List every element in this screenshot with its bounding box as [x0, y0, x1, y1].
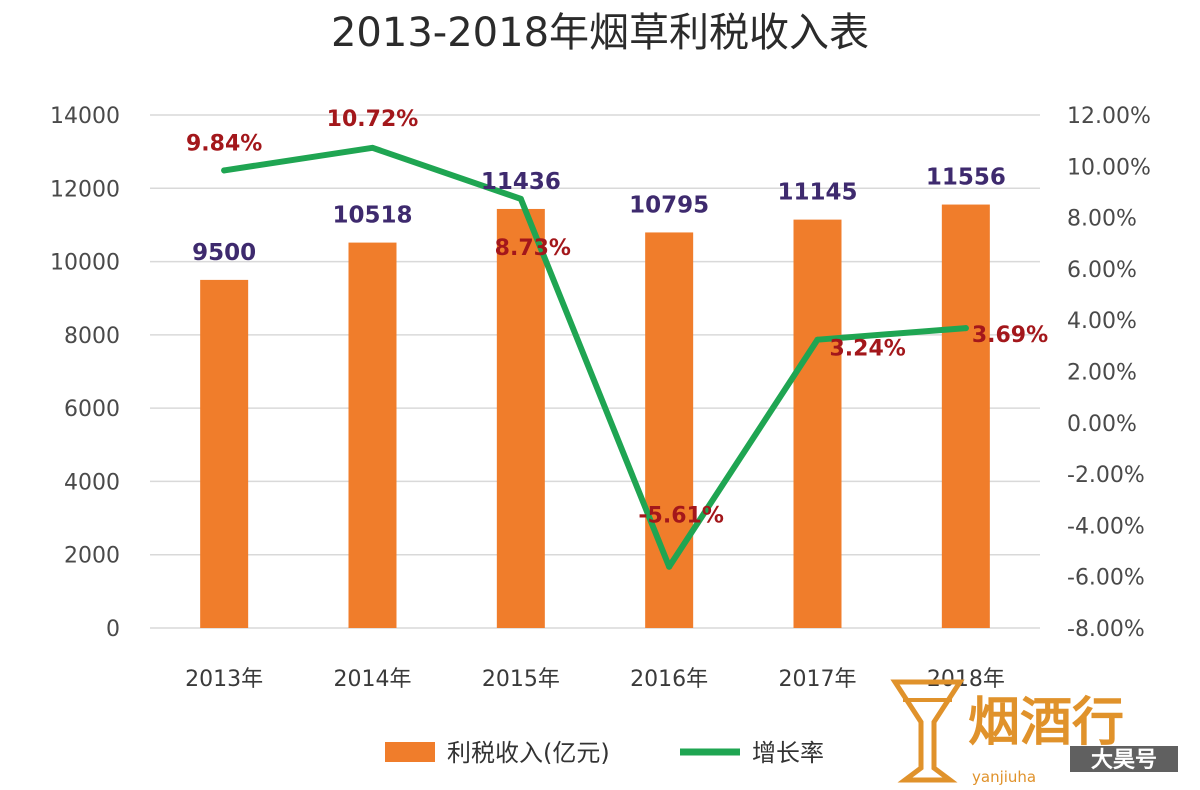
rate-value-label: 3.24% [830, 337, 906, 362]
rate-value-label: 3.69% [972, 323, 1048, 348]
chart-title: 2013-2018年烟草利税收入表 [331, 10, 869, 56]
bar-value-label: 9500 [192, 240, 256, 266]
bar-value-labels: 9500 10518 11436 10795 11145 11556 [192, 165, 1006, 266]
right-tick-label: 12.00% [1067, 104, 1151, 129]
bar [496, 208, 545, 629]
bar-value-label: 11556 [926, 165, 1006, 191]
bar-value-label: 10518 [332, 203, 412, 229]
left-tick-label: 2000 [64, 544, 120, 569]
right-tick-label: -2.00% [1067, 463, 1145, 488]
line-point [962, 325, 969, 332]
left-tick-label: 8000 [64, 324, 120, 349]
right-tick-label: -6.00% [1067, 566, 1145, 591]
bar-series [200, 204, 990, 629]
line-point [666, 563, 673, 570]
bar-value-label: 10795 [629, 192, 709, 218]
left-tick-label: 10000 [50, 251, 120, 276]
x-tick-label: 2016年 [630, 667, 708, 692]
bar [793, 219, 842, 628]
right-tick-label: 2.00% [1067, 361, 1137, 386]
legend-swatch-bar [385, 742, 435, 762]
bar [941, 204, 990, 628]
rate-value-label: -5.61% [638, 504, 723, 529]
left-tick-label: 6000 [64, 397, 120, 422]
left-tick-label: 12000 [50, 177, 120, 202]
left-tick-label: 0 [106, 617, 120, 642]
legend-label-line: 增长率 [752, 739, 824, 767]
cup-icon [890, 679, 965, 783]
line-point [814, 336, 821, 343]
right-tick-label: 4.00% [1067, 309, 1137, 334]
right-tick-label: 8.00% [1067, 207, 1137, 232]
bar-value-label: 11145 [777, 180, 857, 206]
right-tick-label: 0.00% [1067, 412, 1137, 437]
gridlines [150, 114, 1040, 629]
watermark-badge [1070, 746, 1178, 772]
line-point [221, 167, 228, 174]
line-series [221, 144, 969, 570]
watermark-badge-text: 大昊号 [1091, 748, 1157, 773]
rate-value-labels: 9.84% 10.72% 8.73% -5.61% 3.24% 3.69% [186, 107, 1048, 529]
bar [348, 242, 397, 628]
growth-line [221, 144, 969, 570]
legend-label-bar: 利税收入(亿元) [447, 739, 610, 767]
right-tick-label: -4.00% [1067, 514, 1145, 539]
right-axis: -8.00% -6.00% -4.00% -2.00% 0.00% 2.00% 4.00% 6… [1067, 104, 1151, 642]
watermark-logo: 烟酒行 大昊号 yanjiuha [890, 679, 1178, 786]
line-point [369, 144, 376, 151]
x-tick-label: 2014年 [334, 667, 412, 692]
left-tick-label: 14000 [50, 104, 120, 129]
bar-value-label: 11436 [481, 169, 561, 195]
bar [200, 279, 249, 628]
watermark-subtext: yanjiuha [972, 768, 1036, 786]
legend: 利税收入(亿元) 增长率 [385, 739, 824, 767]
rate-value-label: 10.72% [327, 107, 419, 132]
rate-value-label: 8.73% [495, 236, 571, 261]
x-tick-label: 2015年 [482, 667, 560, 692]
right-tick-label: -8.00% [1067, 617, 1145, 642]
watermark-text: 烟酒行 [968, 693, 1124, 753]
x-axis: 2013年 2014年 2015年 2016年 2017年 2018年 [185, 667, 1005, 692]
line-point [517, 195, 524, 202]
left-tick-label: 4000 [64, 470, 120, 495]
left-axis: 0 2000 4000 6000 8000 10000 12000 14000 [50, 104, 120, 642]
right-tick-label: 10.00% [1067, 155, 1151, 180]
right-tick-label: 6.00% [1067, 258, 1137, 283]
x-tick-label: 2013年 [185, 667, 263, 692]
x-tick-label: 2017年 [779, 667, 857, 692]
rate-value-label: 9.84% [186, 131, 262, 156]
